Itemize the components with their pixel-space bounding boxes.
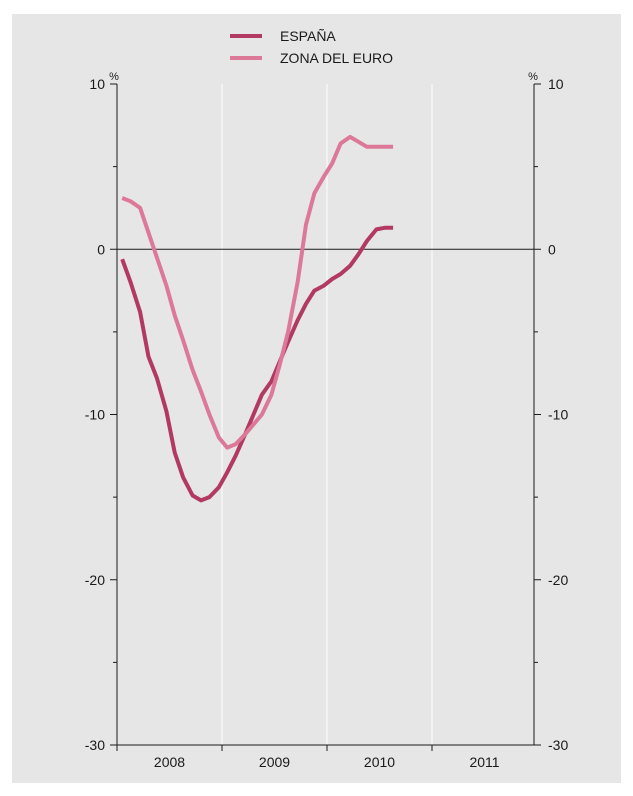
line-chart: 10 10 0 0 -10 -10 -20 -20 -30 -30% % 2008 2009 2010 20… [85, 28, 569, 770]
labels-layer: 10 10 0 0 -10 -10 -20 -20 -30 -30% % 2008 2009 2010 20… [85, 71, 569, 770]
series-line-espana [120, 225, 394, 503]
y-tick-label-right: -30 [548, 737, 568, 753]
y-tick-label-left: -30 [85, 737, 105, 753]
y-tick-label-right: -10 [548, 407, 568, 423]
x-tick-label: 2011 [469, 754, 499, 770]
chart-panel: 10 10 0 0 -10 -10 -20 -20 -30 -30%% 2008 2009 2010 20… [12, 14, 621, 783]
x-tick-label: 2009 [259, 754, 290, 770]
y-tick-label-left: -10 [85, 407, 105, 423]
legend-label: ESPAÑA [280, 28, 336, 44]
series-line-zona-del-euro [121, 134, 394, 450]
y-tick-label-left: -20 [85, 572, 105, 588]
y-tick-label-left: 0 [97, 241, 105, 257]
x-tick-label: 2010 [364, 754, 395, 770]
series-layer [120, 134, 394, 503]
x-tick-label: 2008 [154, 754, 185, 770]
legend-label: ZONA DEL EURO [280, 50, 393, 66]
axes-layer [110, 83, 541, 751]
y-tick-label-right: 10 [548, 76, 564, 92]
y-tick-label-right: -20 [548, 572, 568, 588]
grid-layer [221, 84, 433, 745]
y-unit-label-right: % [528, 71, 538, 83]
legend: ESPAÑA ZONA DEL EURO [230, 28, 393, 66]
y-tick-label-left: 10 [89, 76, 105, 92]
y-unit-label-left: % [109, 71, 119, 83]
y-tick-label-right: 0 [548, 241, 556, 257]
